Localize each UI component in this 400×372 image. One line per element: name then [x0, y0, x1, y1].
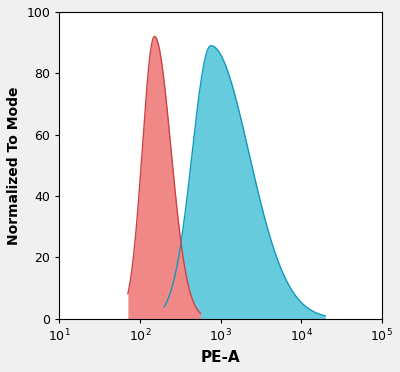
Y-axis label: Normalized To Mode: Normalized To Mode [7, 86, 21, 245]
X-axis label: PE-A: PE-A [201, 350, 240, 365]
